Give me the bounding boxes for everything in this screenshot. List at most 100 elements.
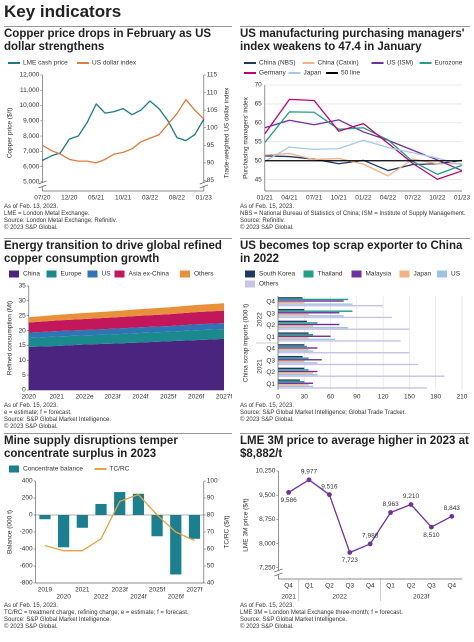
line: [264, 98, 463, 180]
axis-break-gap: [274, 570, 283, 575]
note: e = estimate; f = forecast.: [4, 410, 72, 416]
x-tick-label: 05/21: [88, 195, 105, 202]
bar: [278, 305, 384, 307]
y2-tick-label: 80: [207, 512, 215, 519]
x-tick-label: 2027f: [186, 587, 202, 594]
axis-break-gap: [199, 182, 208, 187]
chart-panel: LME 3M price to average higher in 2023 a…: [240, 433, 470, 631]
bar: [278, 333, 314, 336]
legend-swatch: [245, 280, 255, 288]
y-tick-label: 60: [255, 120, 263, 127]
x-tick-label: 08/22: [169, 195, 186, 202]
legend-swatch: [351, 270, 362, 278]
bar: [58, 515, 70, 548]
x-tick-label: 180: [430, 394, 441, 401]
chart: China Europe US Asia ex-China Others 0 5 10 15 20…: [7, 270, 232, 401]
y-tick-label: 11,000: [20, 87, 40, 94]
note: Source: S&P Global Market Intelligence; …: [240, 410, 406, 416]
y-tick-label: 8,000: [23, 133, 40, 140]
x-group-label: 2023f: [413, 594, 429, 601]
x-tick-label: 90: [353, 394, 361, 401]
legend-swatch: [437, 270, 447, 278]
legend-label: Asia ex-China: [129, 271, 170, 278]
y-tick-label: Q4: [266, 346, 275, 353]
line: [264, 139, 463, 166]
point: [286, 490, 291, 495]
bar: [278, 344, 305, 346]
bar: [76, 515, 88, 528]
legend-label: LME cash price: [23, 60, 68, 67]
chart-title: Energy transition to drive global refine…: [4, 240, 222, 265]
chart: 7,250 8,000 8,750 9,500 10,250 LME 3M price (…: [243, 468, 462, 601]
y-tick-label: 12,000: [20, 72, 40, 79]
note: © 2023 S&P Global.: [4, 225, 58, 231]
chart: China (NBS) China (Caixin) US (ISM) Eurozon…: [243, 60, 470, 202]
y2-tick-label: 95: [207, 142, 215, 149]
y-tick-label: 10,250: [256, 468, 276, 475]
legend-label: Europe: [61, 271, 82, 278]
y-tick-label: 10,000: [20, 102, 40, 109]
axis-break: [274, 568, 283, 573]
axis-label: Balance (000 t): [7, 510, 14, 554]
x-tick-label: 07/22: [405, 195, 422, 202]
legend-label: Others: [194, 271, 214, 278]
y-tick-label: 25: [19, 312, 27, 319]
bar: [170, 515, 182, 575]
y-tick-label: 8,750: [259, 516, 276, 523]
y-tick-label: Q3: [266, 357, 275, 364]
x-tick-label: Q3: [427, 583, 436, 590]
chart: LME cash price US dollar index 5,000 6,000 7…: [7, 60, 231, 202]
x-tick-label: 2023f: [112, 587, 128, 594]
x-tick-label: 07/21: [306, 195, 323, 202]
legend-swatch: [399, 270, 410, 278]
y2-tick-label: 90: [207, 160, 215, 167]
note: Source: S&P Global Market Intelligence.: [4, 417, 111, 423]
axis-label: Purchasing managers' index: [243, 96, 250, 179]
legend-swatch: [9, 270, 19, 278]
chart-notes: As of Feb. 15, 2023. LME 3M = London Meta…: [240, 602, 470, 631]
chart-panel: Mine supply disruptions temper concentra…: [4, 433, 232, 631]
bar: [278, 367, 305, 370]
area: [28, 338, 224, 390]
note: © 2023 S&P Global.: [240, 225, 294, 231]
data-label: 8,963: [382, 501, 399, 508]
y2-tick-label: 115: [207, 72, 218, 79]
bar: [278, 332, 309, 334]
line: [44, 493, 195, 552]
legend-label: US (ISM): [387, 60, 414, 67]
note: As of Feb. 15, 2023.: [4, 603, 59, 609]
x-tick-label: Q4: [284, 583, 293, 590]
area: [28, 329, 224, 347]
data-label: 9,977: [301, 469, 318, 476]
y-tick-label: 55: [255, 139, 263, 146]
bar: [278, 335, 331, 337]
legend-label: South Korea: [259, 271, 296, 278]
y-tick-label: 35: [19, 283, 27, 290]
axis-label: LME 3M price ($/t): [243, 498, 250, 551]
x-tick-label: 2026f: [188, 394, 204, 401]
axis-label: China scrap imports (000 t): [243, 304, 250, 382]
chart-title: Mine supply disruptions temper concentra…: [4, 435, 178, 460]
data-label: 8,510: [423, 532, 440, 539]
point: [347, 550, 353, 555]
x-group-label: 2021: [281, 594, 296, 601]
data-label: 7,988: [362, 533, 379, 540]
legend-label: China (NBS): [259, 60, 295, 67]
axis-label: Refined consumption (Mt): [7, 301, 14, 375]
bar: [278, 340, 401, 342]
x-tick-label: 10/21: [331, 195, 348, 202]
x-tick-label: Q1: [386, 583, 395, 590]
chart-panel: US becomes top scrap exporter to China i…: [240, 238, 470, 424]
bar: [278, 313, 309, 316]
bar: [278, 297, 303, 299]
data-label: 8,843: [444, 505, 461, 512]
note: Source: Refinitiv.: [240, 218, 285, 224]
data-label: 9,516: [321, 483, 338, 490]
x-tick-label: 2024f: [130, 594, 146, 601]
y2-tick-label: 110: [207, 89, 218, 96]
bar: [278, 387, 427, 389]
legend-swatch: [87, 270, 98, 278]
x-group-label: 2022: [332, 594, 347, 601]
note: TC/RC = treatment charge, refining charg…: [4, 610, 189, 616]
